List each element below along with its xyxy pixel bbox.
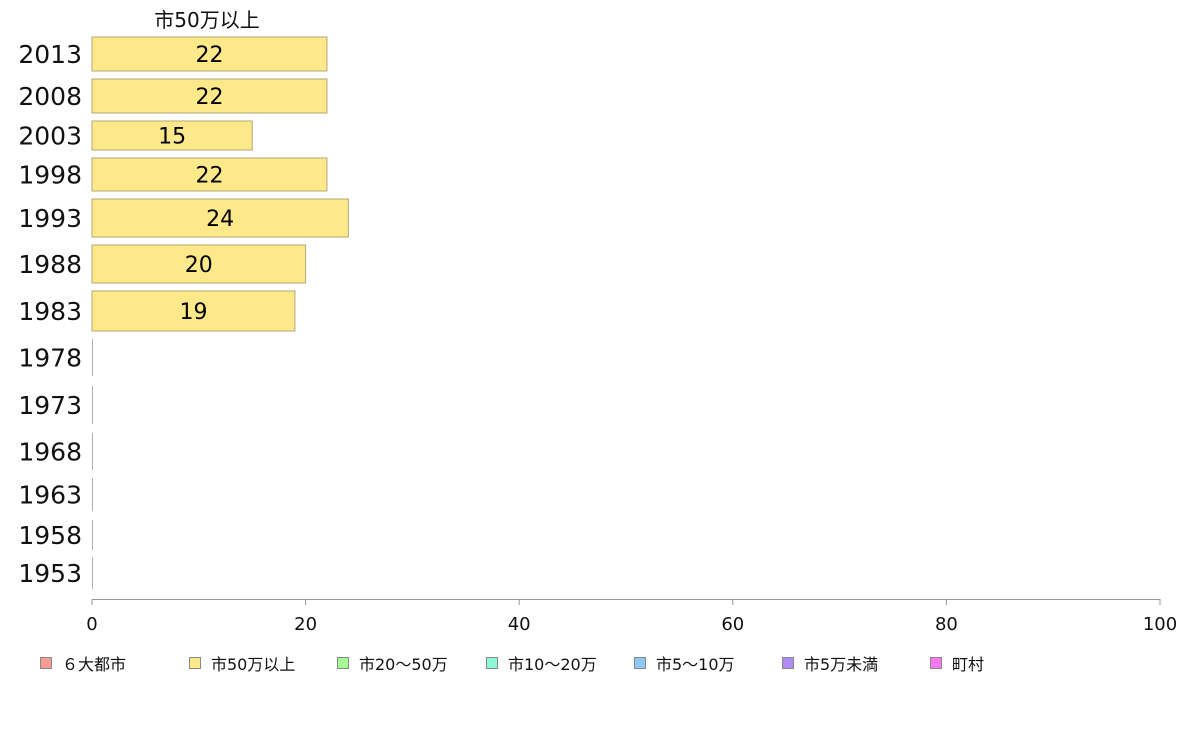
legend-label: 市5〜10万 xyxy=(656,655,735,674)
bar-row: 1983 19 xyxy=(18,290,296,332)
legend-label: 町村 xyxy=(952,655,985,674)
bar-value-label: 22 xyxy=(195,85,223,110)
bar xyxy=(91,198,349,238)
x-tick-label: 0 xyxy=(86,614,97,635)
category-label: 1973 xyxy=(18,391,82,420)
legend-item: 市10〜20万 xyxy=(486,651,634,675)
bar xyxy=(91,78,328,114)
legend-swatch xyxy=(189,657,201,669)
legend-label: 市10〜20万 xyxy=(508,655,597,674)
legend-item: 市20〜50万 xyxy=(337,651,486,675)
bar xyxy=(91,244,307,284)
bar-value-label: 19 xyxy=(179,300,207,325)
category-label: 1958 xyxy=(18,521,82,550)
category-label: 1978 xyxy=(18,344,82,373)
bar-row: 2008 22 xyxy=(18,78,328,114)
bar-value-label: 22 xyxy=(195,164,223,189)
bar-value-label: 20 xyxy=(185,253,213,278)
legend-label: 市20〜50万 xyxy=(359,655,448,674)
bar-row: 1978 xyxy=(18,339,93,376)
x-tick-label: 20 xyxy=(294,614,317,635)
bar-value-label: 24 xyxy=(206,207,234,232)
series-title: 市50万以上 xyxy=(154,8,259,32)
legend-item: 市50万以上 xyxy=(189,651,337,675)
category-label: 1963 xyxy=(18,481,82,510)
legend-swatch xyxy=(782,657,794,669)
category-label: 1993 xyxy=(18,204,82,233)
category-label: 1988 xyxy=(18,250,82,279)
legend-swatch xyxy=(337,657,349,669)
category-label: 1968 xyxy=(18,438,82,467)
category-label: 1953 xyxy=(18,559,82,588)
category-label: 2003 xyxy=(18,122,82,151)
legend-item: ６大都市 xyxy=(40,651,189,675)
category-label: 1998 xyxy=(18,161,82,190)
legend-item: 町村 xyxy=(930,651,1030,675)
legend-swatch xyxy=(40,657,52,669)
legend-item: 市5〜10万 xyxy=(634,651,782,675)
bar-row: 1973 xyxy=(18,386,93,424)
legend: ６大都市 市50万以上 市20〜50万 市10〜20万 市5〜10万 市5万未満 町村 xyxy=(40,651,1030,675)
bar-row: 1993 24 xyxy=(18,198,349,238)
legend-label: ６大都市 xyxy=(62,655,127,674)
bar-row: 1998 22 xyxy=(18,157,328,192)
legend-label: 市50万以上 xyxy=(211,655,296,674)
category-label: 1983 xyxy=(18,297,82,326)
bar-value-label: 22 xyxy=(195,43,223,68)
bar-row: 1953 xyxy=(18,557,93,589)
legend-swatch xyxy=(486,657,498,669)
legend-item: 市5万未満 xyxy=(782,651,930,675)
bar-row: 1968 xyxy=(18,433,93,470)
bar-row: 1963 xyxy=(18,478,93,511)
bar-row: 2013 22 xyxy=(18,36,328,72)
bar xyxy=(91,36,328,72)
legend-label: 市5万未満 xyxy=(804,655,879,674)
bar xyxy=(91,157,328,192)
x-tick-label: 100 xyxy=(1143,614,1177,635)
legend-swatch xyxy=(634,657,646,669)
x-tick-label: 40 xyxy=(508,614,531,635)
bar xyxy=(91,290,296,332)
category-label: 2013 xyxy=(18,40,82,69)
x-tick-label: 80 xyxy=(935,614,958,635)
bar-value-label: 15 xyxy=(158,125,186,150)
bar-row: 1988 20 xyxy=(18,244,307,284)
bar-row: 1958 xyxy=(18,520,93,550)
bar-row: 2003 15 xyxy=(18,120,253,151)
category-label: 2008 xyxy=(18,82,82,111)
bar xyxy=(91,120,253,151)
x-axis: 0 20 40 60 80 100 xyxy=(86,599,1177,635)
legend-swatch xyxy=(930,657,942,669)
x-tick-label: 60 xyxy=(721,614,744,635)
